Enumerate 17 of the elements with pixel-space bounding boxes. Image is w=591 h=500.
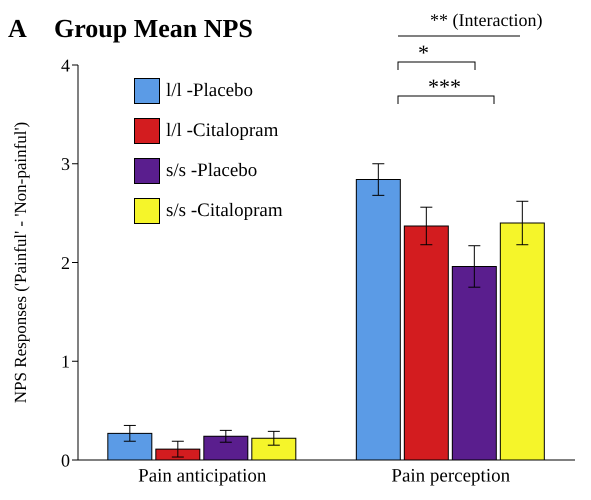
- annotation: ***: [428, 74, 461, 100]
- y-tick-label: 3: [61, 154, 70, 174]
- y-axis-title: NPS Responses ('Painful' - 'Non-painful'): [11, 122, 30, 404]
- x-tick-label: Pain anticipation: [138, 465, 267, 486]
- legend-label: l/l -Citalopram: [166, 120, 278, 142]
- chart-title: Group Mean NPS: [54, 14, 253, 44]
- x-tick-label: Pain perception: [391, 465, 511, 486]
- y-tick-label: 0: [61, 450, 70, 470]
- y-tick-label: 2: [61, 252, 70, 273]
- annotation: *: [418, 40, 429, 66]
- legend-label: s/s -Placebo: [166, 160, 258, 182]
- text: A: [8, 14, 27, 44]
- legend-label: s/s -Citalopram: [166, 200, 283, 222]
- text: ** (Interaction): [430, 10, 542, 31]
- y-tick-label: 4: [61, 55, 70, 76]
- y-tick-label: 1: [61, 352, 70, 372]
- legend-label: l/l -Placebo: [166, 80, 254, 102]
